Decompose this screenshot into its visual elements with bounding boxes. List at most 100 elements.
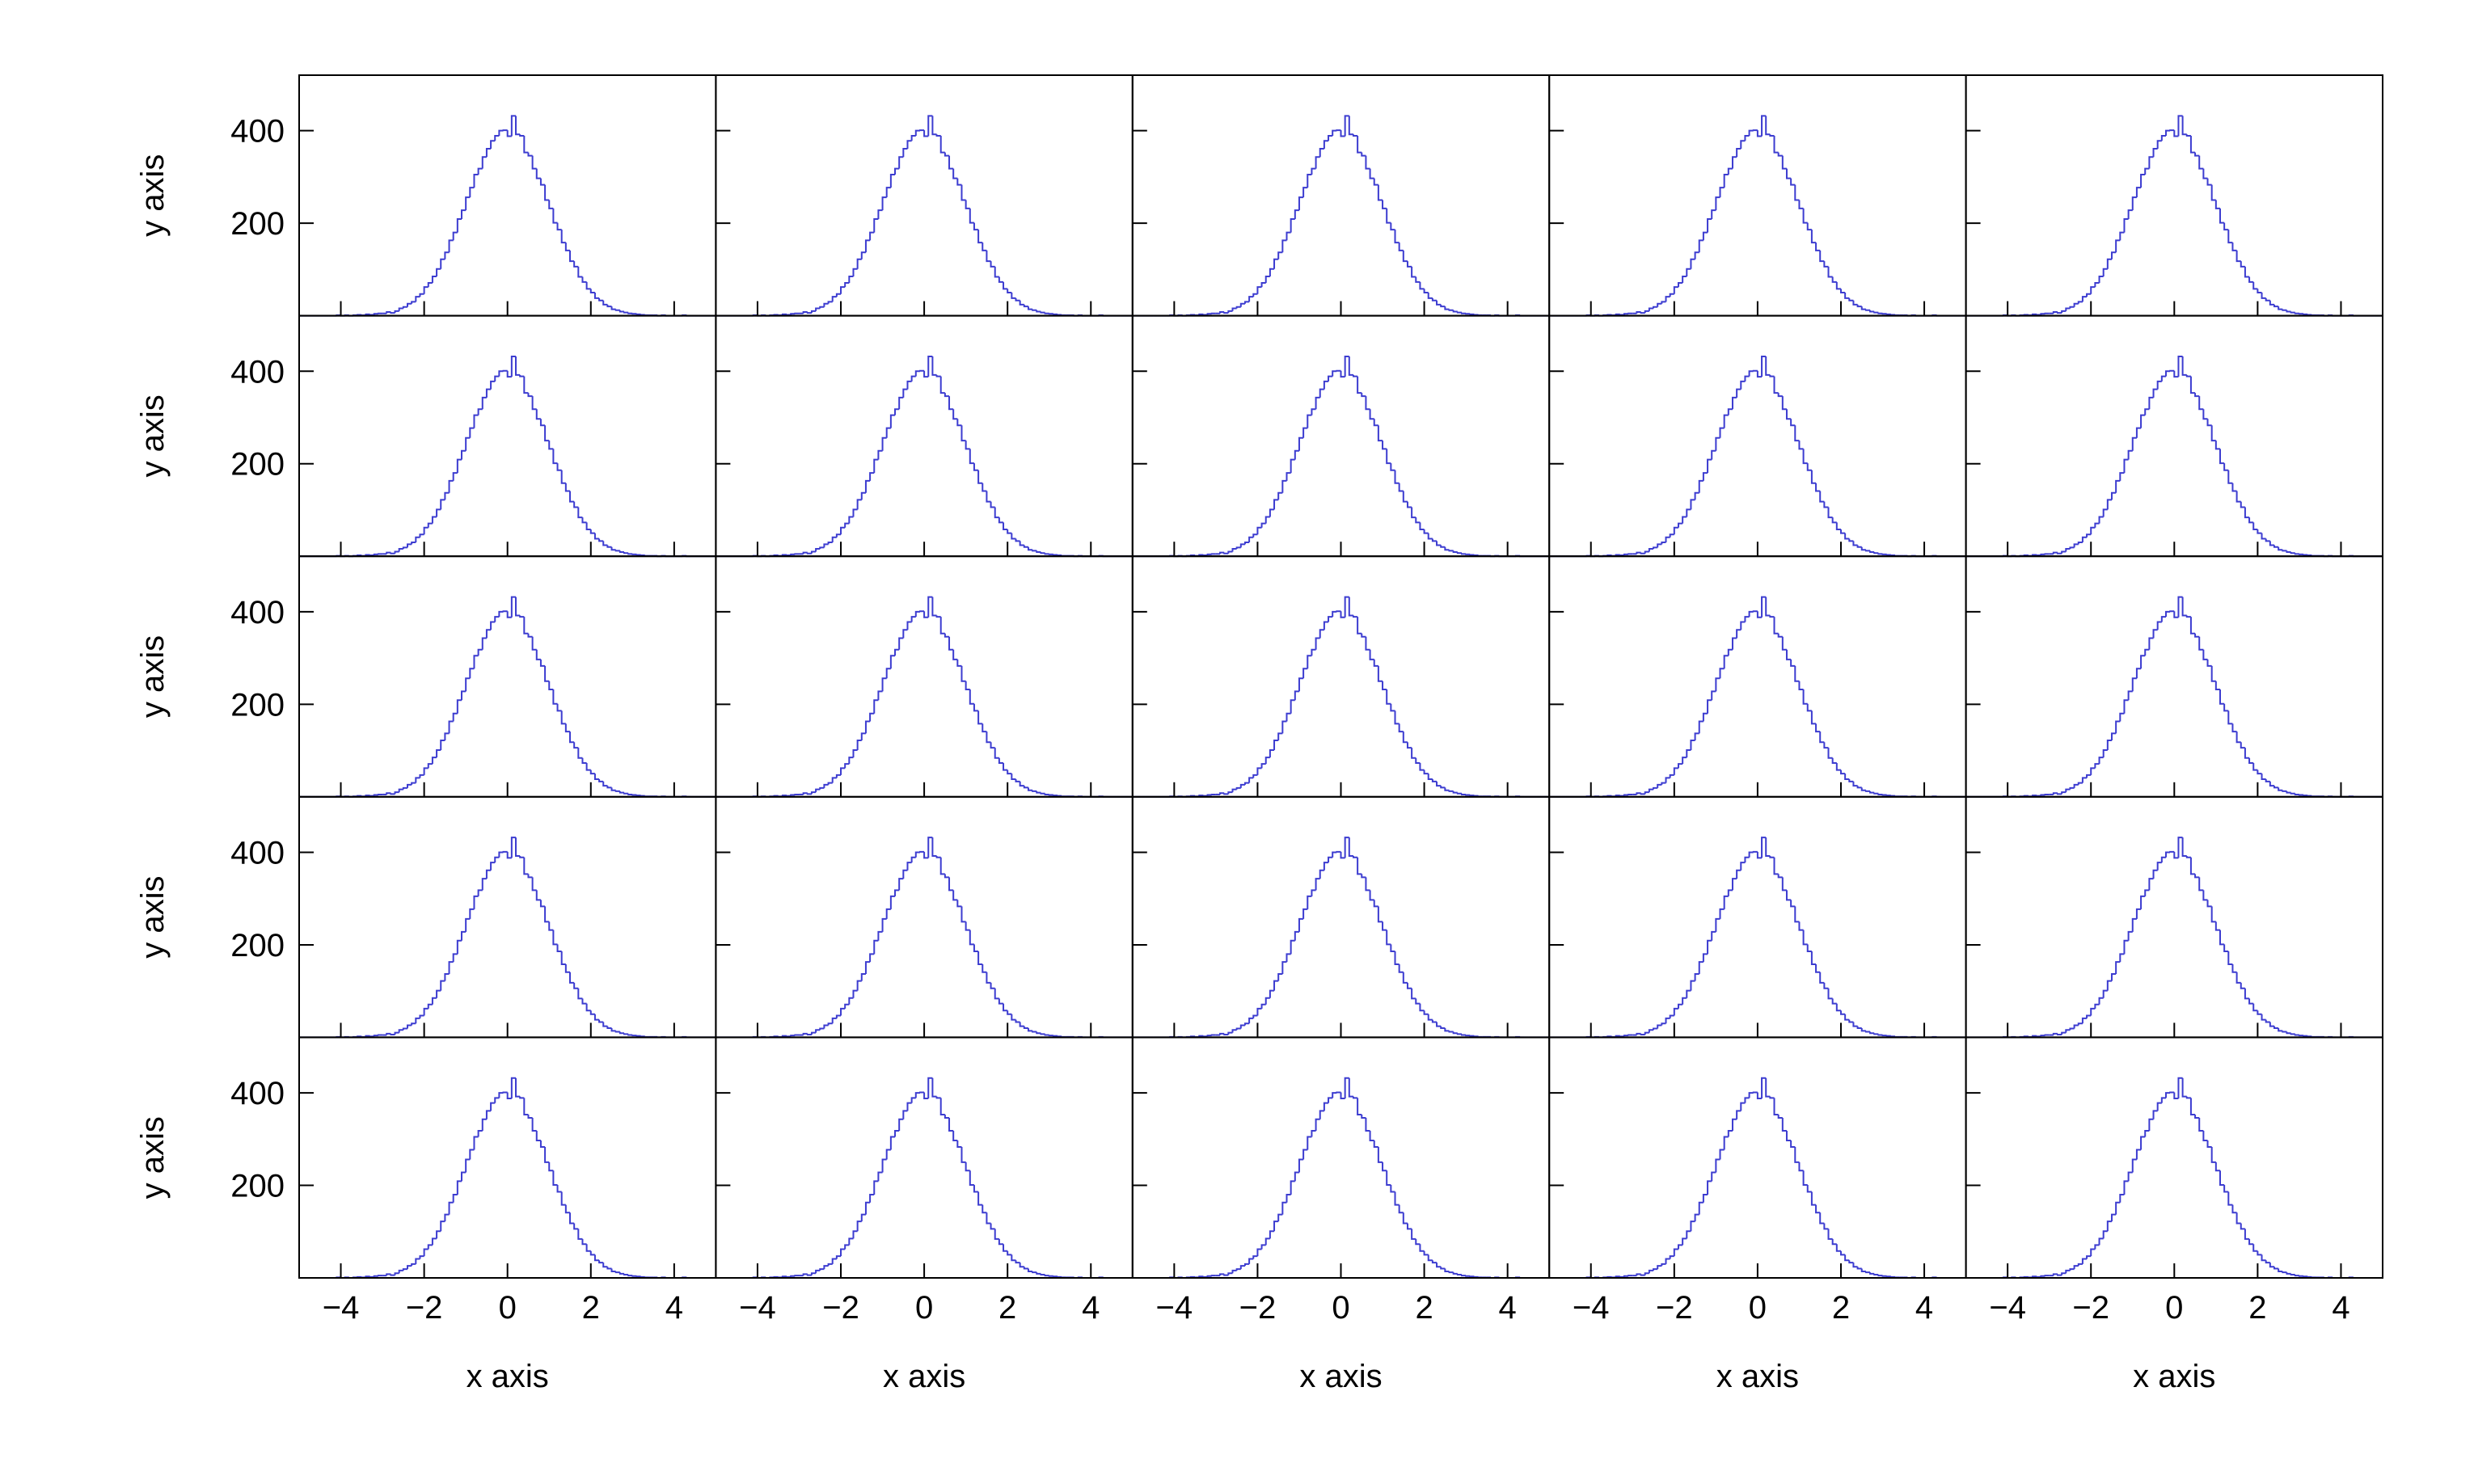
histogram-bin bbox=[477, 1130, 483, 1137]
histogram-bin bbox=[1623, 553, 1629, 556]
histogram-bin bbox=[519, 374, 525, 377]
histogram-bin bbox=[1648, 1029, 1654, 1033]
histogram-bin bbox=[1661, 782, 1666, 785]
histogram-bin bbox=[523, 376, 529, 394]
histogram-bin bbox=[1243, 1022, 1250, 1026]
histogram-bin bbox=[1644, 791, 1649, 795]
histogram-bin bbox=[1665, 1258, 1670, 1264]
histogram-bin bbox=[2261, 1014, 2266, 1021]
histogram-bin bbox=[1473, 314, 1479, 316]
histogram-bin bbox=[969, 208, 974, 224]
histogram-bin bbox=[869, 1193, 875, 1203]
histogram-bin bbox=[1357, 1098, 1362, 1115]
histogram-bin bbox=[2073, 1265, 2079, 1270]
histogram-bin bbox=[1781, 877, 1787, 892]
histogram-bin bbox=[444, 732, 450, 740]
histogram-bin bbox=[852, 748, 858, 758]
histogram-bin bbox=[481, 396, 487, 410]
histogram-bin bbox=[823, 1265, 829, 1270]
histogram-bin bbox=[2202, 1131, 2208, 1142]
histogram-bin bbox=[1644, 550, 1649, 554]
histogram-bin bbox=[2286, 1031, 2291, 1035]
x-tick-label: 2 bbox=[1415, 1290, 1433, 1326]
histogram-bin bbox=[1406, 261, 1412, 268]
histogram-bin bbox=[585, 1003, 591, 1012]
histogram-bin bbox=[535, 168, 541, 179]
histogram-bin bbox=[1769, 615, 1775, 618]
histogram-bin bbox=[1636, 311, 1641, 314]
histogram-bin bbox=[456, 217, 462, 233]
x-axis-label: x axis bbox=[467, 1359, 549, 1394]
histogram-bin bbox=[531, 396, 537, 411]
histogram-bin bbox=[1682, 516, 1687, 524]
histogram-bin bbox=[2102, 989, 2108, 998]
histogram-bin bbox=[598, 1260, 604, 1264]
histogram-bin bbox=[864, 1201, 871, 1215]
histogram-bin bbox=[1328, 1097, 1333, 1103]
histogram-bin bbox=[1740, 621, 1746, 630]
histogram-bin bbox=[1748, 370, 1754, 377]
histogram-bin bbox=[2152, 1110, 2158, 1119]
histogram-bin bbox=[1711, 449, 1716, 460]
histogram-bin bbox=[2135, 427, 2142, 438]
histogram-bin bbox=[939, 135, 945, 154]
histogram-bin bbox=[1307, 655, 1312, 669]
histogram-bin bbox=[1210, 1275, 1216, 1277]
x-tick-label: 2 bbox=[998, 1290, 1016, 1326]
histogram-bin bbox=[998, 517, 1004, 524]
histogram-bin bbox=[873, 458, 879, 474]
histogram-bin bbox=[1015, 779, 1020, 782]
histogram-bin bbox=[1856, 1026, 1862, 1029]
histogram-bin bbox=[873, 939, 879, 955]
histogram-bin bbox=[2152, 147, 2158, 158]
histogram-bin bbox=[948, 636, 954, 651]
histogram-bin bbox=[556, 944, 562, 952]
histogram-bin bbox=[423, 767, 429, 775]
histogram-bin bbox=[1365, 396, 1370, 411]
histogram-bin bbox=[640, 1275, 645, 1278]
histogram-bin bbox=[935, 856, 941, 858]
histogram-bin bbox=[1365, 1117, 1370, 1132]
histogram-bin bbox=[1286, 1193, 1291, 1203]
histogram-bin bbox=[786, 314, 792, 316]
histogram-bin bbox=[1769, 374, 1775, 377]
histogram-bin bbox=[1015, 1019, 1020, 1023]
histogram-bin bbox=[1281, 479, 1287, 493]
histogram-bin bbox=[1885, 554, 1891, 556]
histogram-bin bbox=[2231, 1204, 2237, 1214]
histogram-bin bbox=[2098, 516, 2104, 524]
histogram-bin bbox=[844, 1003, 850, 1009]
histogram-bin bbox=[2227, 1191, 2233, 1206]
histogram-bin bbox=[477, 648, 483, 656]
histogram-bin bbox=[1332, 1092, 1337, 1098]
histogram-bin bbox=[1677, 281, 1683, 288]
histogram-bin bbox=[614, 1271, 620, 1274]
histogram-bin bbox=[2202, 649, 2208, 660]
histogram-bin bbox=[1640, 312, 1645, 314]
y-axis-label: y axis bbox=[135, 875, 171, 958]
histogram-bin bbox=[1452, 1031, 1458, 1035]
histogram-bin bbox=[631, 1035, 637, 1037]
histogram-bin bbox=[1302, 668, 1308, 679]
histogram-bin bbox=[490, 621, 496, 630]
histogram-bin bbox=[1323, 621, 1329, 630]
histogram-bin bbox=[1007, 289, 1012, 293]
histogram-bin bbox=[1269, 989, 1275, 998]
histogram-bin bbox=[1623, 1035, 1629, 1037]
histogram-bin bbox=[436, 748, 441, 758]
histogram-bin bbox=[1682, 1237, 1687, 1246]
histogram-bin bbox=[2081, 777, 2088, 783]
histogram-bin bbox=[1661, 542, 1666, 545]
histogram-bin bbox=[1731, 637, 1737, 650]
histogram-bin bbox=[1206, 553, 1212, 556]
histogram-bin bbox=[2106, 1221, 2112, 1232]
histogram-bin bbox=[1023, 1267, 1028, 1270]
histogram-bin bbox=[552, 208, 558, 224]
histogram-bin bbox=[1831, 517, 1837, 524]
histogram-bin bbox=[598, 1019, 604, 1023]
histogram-bin bbox=[2036, 554, 2041, 557]
histogram-bin bbox=[1802, 1170, 1808, 1186]
histogram-bin bbox=[1460, 553, 1467, 555]
histogram-bin bbox=[810, 791, 817, 795]
histogram-bin bbox=[1619, 554, 1624, 557]
